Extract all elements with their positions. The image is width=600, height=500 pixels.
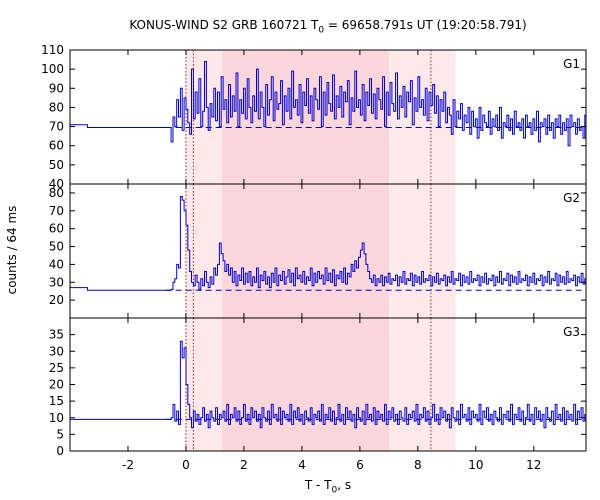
x-tick-label: 4 [298,458,306,472]
y-tick-label: 30 [49,275,64,289]
x-tick-label: 6 [356,458,364,472]
x-tick-label: 0 [182,458,190,472]
y-tick-label: 5 [56,427,64,441]
y-tick-label: 40 [49,177,64,191]
y-tick-label: 60 [49,222,64,236]
panel-label-g3: G3 [563,325,580,339]
chart-title: KONUS-WIND S2 GRB 160721 T0 = 69658.791s… [129,18,527,36]
y-tick-label: 80 [49,186,64,200]
y-tick-label: 50 [49,240,64,254]
y-tick-label: 35 [49,328,64,342]
panel-label-g2: G2 [563,191,580,205]
y-tick-label: 80 [49,100,64,114]
y-tick-label: 15 [49,394,64,408]
y-tick-label: 60 [49,139,64,153]
y-tick-label: 20 [49,378,64,392]
y-tick-label: 100 [41,62,64,76]
light-curve-g1 [70,61,587,147]
x-tick-label: 10 [468,458,483,472]
x-tick-label: 8 [414,458,422,472]
x-axis-label: T - T0, s [304,478,352,496]
y-tick-label: 90 [49,81,64,95]
y-tick-label: 70 [49,120,64,134]
light-curve-g2 [70,196,587,291]
panel-label-g1: G1 [563,57,580,71]
y-tick-label: 30 [49,344,64,358]
y-tick-label: 40 [49,257,64,271]
y-tick-label: 10 [49,411,64,425]
x-tick-label: -2 [122,458,134,472]
y-tick-label: 20 [49,293,64,307]
y-tick-label: 0 [56,444,64,458]
y-tick-label: 110 [41,43,64,57]
x-tick-label: 12 [526,458,541,472]
light-curve-g3 [70,340,587,429]
y-tick-label: 25 [49,361,64,375]
y-axis-label: counts / 64 ms [5,205,19,295]
x-tick-label: 2 [240,458,248,472]
y-tick-label: 70 [49,204,64,218]
y-tick-label: 50 [49,158,64,172]
